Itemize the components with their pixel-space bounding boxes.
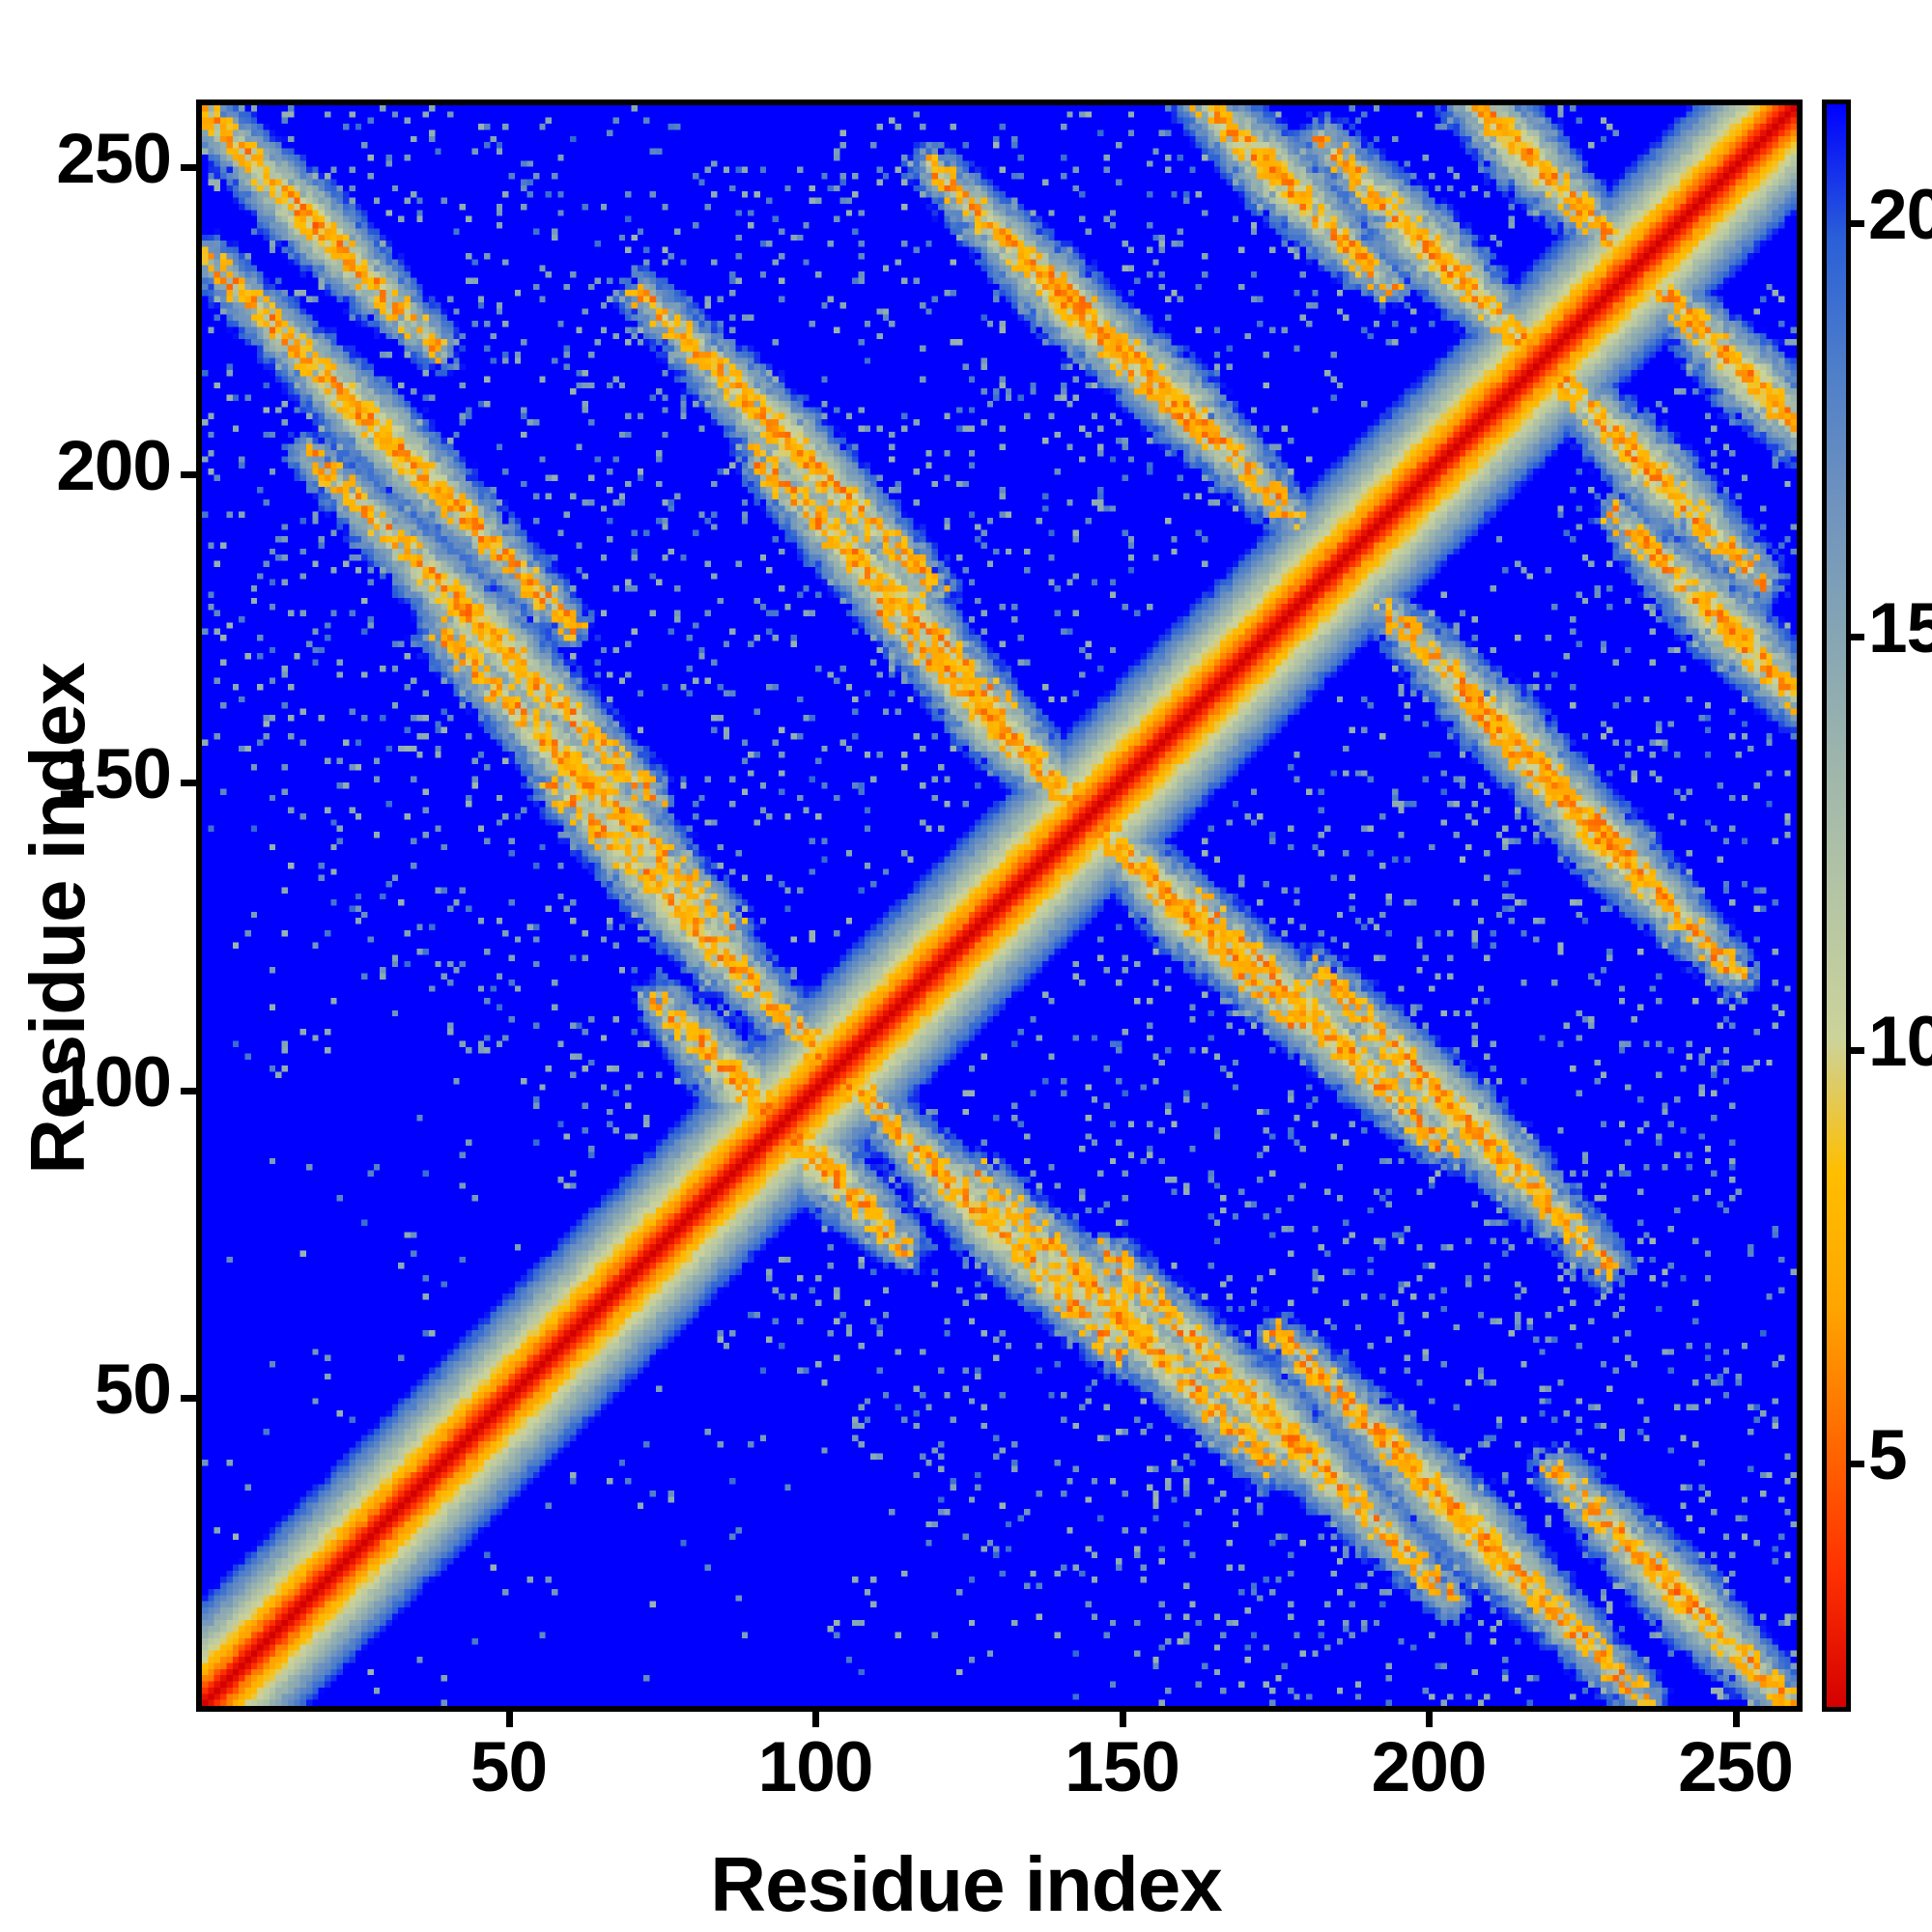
x-tick-label: 50 — [469, 1728, 548, 1806]
y-axis-title: Residue index — [14, 663, 100, 1175]
x-tick-mark — [1732, 1712, 1740, 1727]
colorbar-tick-label: 15 — [1868, 589, 1932, 668]
x-tick-mark — [812, 1712, 819, 1727]
y-tick-label: 200 — [56, 427, 172, 506]
x-tick-label: 200 — [1371, 1728, 1488, 1806]
colorbar-body — [1822, 99, 1851, 1712]
heatmap-plot-area — [196, 99, 1803, 1712]
x-tick-mark — [1119, 1712, 1126, 1727]
x-axis-title: Residue index — [710, 1841, 1222, 1927]
x-tick-label: 150 — [1065, 1728, 1180, 1806]
y-tick-mark — [181, 780, 196, 787]
colorbar-tick-label: 5 — [1868, 1416, 1908, 1495]
colorbar-tick-mark — [1851, 220, 1864, 228]
y-tick-mark — [181, 471, 196, 479]
colorbar-tick-mark — [1851, 1461, 1864, 1468]
colorbar-tick-label: 10 — [1868, 1003, 1932, 1082]
y-tick-label: 50 — [94, 1350, 172, 1430]
y-tick-mark — [181, 1395, 196, 1403]
x-tick-label: 100 — [757, 1728, 874, 1806]
y-tick-label: 250 — [56, 119, 172, 198]
colorbar-tick-label: 20 — [1868, 176, 1932, 255]
y-tick-mark — [181, 163, 196, 171]
contact-map-canvas — [202, 105, 1797, 1706]
colorbar-gradient — [1827, 104, 1846, 1707]
x-tick-mark — [505, 1712, 513, 1727]
y-tick-label: 100 — [56, 1042, 172, 1122]
x-tick-label: 250 — [1678, 1728, 1794, 1806]
x-tick-mark — [1426, 1712, 1433, 1727]
y-tick-mark — [181, 1087, 196, 1094]
colorbar: 5 10 15 20 — [1822, 99, 1932, 1712]
colorbar-tick-mark — [1851, 1047, 1864, 1055]
y-tick-label: 150 — [56, 735, 172, 814]
colorbar-tick-mark — [1851, 634, 1864, 641]
